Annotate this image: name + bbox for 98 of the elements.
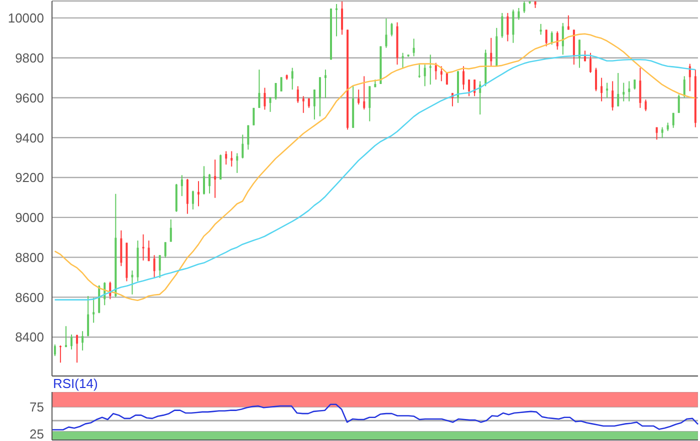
candlestick	[64, 326, 67, 348]
candlestick	[412, 38, 415, 57]
y-tick-label: 8600	[15, 290, 44, 305]
candlestick	[556, 30, 558, 50]
candlestick	[434, 62, 437, 80]
y-tick-label: 8800	[15, 250, 44, 265]
candlestick	[506, 12, 509, 42]
candlestick	[92, 297, 95, 324]
candlestick	[634, 79, 636, 90]
candlestick	[518, 7, 520, 20]
candlestick	[429, 54, 432, 86]
candlestick	[545, 29, 548, 47]
candlestick	[578, 39, 580, 68]
candlestick	[313, 89, 316, 120]
candlestick	[628, 80, 630, 102]
candlestick	[170, 218, 172, 242]
y-tick-label: 9400	[15, 130, 44, 146]
candlestick	[590, 52, 592, 74]
candlestick	[269, 96, 272, 112]
candlestick	[562, 22, 564, 56]
candlestick	[280, 76, 282, 92]
candlestick	[302, 96, 304, 114]
candlestick	[440, 66, 442, 82]
candlestick	[424, 64, 426, 87]
candlestick	[595, 67, 598, 92]
candlestick	[258, 69, 260, 108]
candlestick	[296, 86, 299, 104]
candlestick	[274, 82, 277, 100]
candlestick	[70, 334, 72, 350]
candlestick	[142, 234, 144, 262]
candlestick	[656, 126, 658, 140]
candlestick	[308, 98, 310, 108]
candlestick	[600, 77, 603, 102]
candlestick	[385, 18, 388, 48]
chart-title: RSI(14)	[53, 376, 98, 391]
candlestick	[208, 173, 211, 194]
candlestick	[131, 270, 134, 295]
candlestick	[336, 3, 338, 37]
candlestick	[550, 30, 553, 46]
candlestick	[358, 89, 360, 106]
candlestick	[540, 23, 542, 36]
line-series	[51, 404, 699, 430]
candlestick	[324, 69, 326, 98]
candlestick	[247, 124, 250, 150]
candlestick	[523, 1, 526, 14]
candlestick	[164, 242, 166, 258]
candlestick	[180, 174, 183, 197]
candlestick	[468, 79, 470, 97]
candlestick	[490, 37, 492, 67]
candlestick	[683, 76, 686, 98]
candlestick	[606, 82, 608, 98]
candlestick	[242, 134, 244, 159]
y-tick-label: 75	[30, 400, 44, 415]
candlestick	[617, 72, 620, 107]
y-tick-label: 9800	[15, 50, 44, 66]
candlestick	[153, 254, 156, 278]
candlestick	[644, 99, 647, 112]
candlestick	[87, 296, 90, 337]
candlestick	[612, 80, 614, 112]
candlestick	[318, 76, 321, 117]
candlestick	[418, 64, 420, 78]
candlestick	[148, 240, 150, 262]
candlestick	[474, 79, 476, 97]
candlestick	[402, 52, 404, 68]
candlestick	[197, 180, 200, 207]
y-tick-label: 10000	[8, 10, 44, 26]
y-tick-label: 9200	[15, 170, 44, 186]
candlestick	[230, 150, 233, 168]
candlestick	[252, 107, 255, 126]
candlestick	[512, 9, 514, 44]
candlestick	[639, 67, 642, 108]
candlestick	[225, 150, 228, 166]
candlestick	[672, 112, 674, 128]
candlestick	[214, 159, 216, 198]
y-tick-label: 9000	[15, 210, 44, 226]
candlestick	[688, 63, 691, 92]
candlestick	[341, 1, 344, 36]
candlestick	[622, 82, 625, 102]
candlestick	[59, 344, 62, 364]
candlestick	[462, 66, 465, 90]
candlestick	[368, 86, 371, 122]
candlestick	[192, 190, 194, 210]
candlestick	[390, 22, 393, 37]
candlestick	[264, 87, 266, 110]
candlestick	[203, 166, 206, 195]
candlestick	[54, 344, 56, 357]
candlestick	[501, 12, 504, 38]
candlestick	[678, 94, 680, 114]
candlestick	[82, 330, 84, 351]
y-tick-label: 9600	[15, 90, 44, 106]
y-tick-label: 8400	[15, 330, 44, 345]
candlestick	[661, 126, 664, 139]
candlestick	[158, 254, 161, 278]
candlestick	[76, 334, 78, 364]
y-tick-label: 25	[30, 426, 44, 441]
candlestick	[291, 67, 294, 90]
candlestick	[236, 152, 238, 174]
candlestick	[363, 76, 366, 110]
